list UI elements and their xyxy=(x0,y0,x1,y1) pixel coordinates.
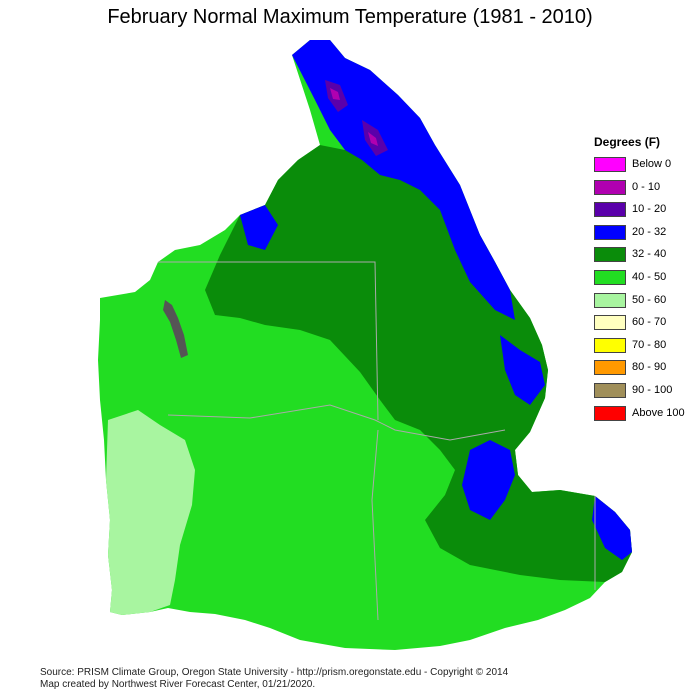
legend-label: 40 - 50 xyxy=(632,270,667,283)
legend-swatch xyxy=(594,382,626,398)
legend-swatch xyxy=(594,179,626,195)
puget-sound-water xyxy=(163,300,188,358)
legend-label: Below 0 xyxy=(632,158,672,170)
legend-item: Above 100 xyxy=(594,404,700,427)
legend-item: 90 - 100 xyxy=(594,381,700,404)
legend-swatch xyxy=(594,405,626,421)
legend-title: Degrees (F) xyxy=(594,135,661,149)
legend-label: 10 - 20 xyxy=(632,203,667,216)
source-line-1: Source: PRISM Climate Group, Oregon Stat… xyxy=(40,667,509,678)
region-32-40 xyxy=(205,145,632,582)
legend-label: 32 - 40 xyxy=(632,248,667,261)
legend-label: 80 - 90 xyxy=(632,361,667,374)
legend-item: 60 - 70 xyxy=(594,313,700,336)
region-20-32 xyxy=(500,335,545,405)
legend-item: 50 - 60 xyxy=(594,291,700,314)
legend-label: 90 - 100 xyxy=(632,383,673,396)
region-20-32 xyxy=(292,40,515,320)
legend-item: 20 - 32 xyxy=(594,223,700,246)
legend-item: 0 - 10 xyxy=(594,178,700,201)
region-20-32 xyxy=(462,440,515,520)
region-0-10 xyxy=(368,132,378,146)
state-boundary xyxy=(371,429,379,621)
legend-label: 70 - 80 xyxy=(632,338,667,351)
state-boundary xyxy=(158,261,379,421)
legend-item: Below 0 xyxy=(594,155,700,178)
region-50-60 xyxy=(106,410,195,615)
legend-swatch xyxy=(594,337,626,353)
legend-swatch xyxy=(594,269,626,285)
region-20-32 xyxy=(240,205,278,250)
region-0-10 xyxy=(330,88,340,100)
legend-swatch xyxy=(594,315,626,331)
legend-item: 70 - 80 xyxy=(594,336,700,359)
legend-label: 0 - 10 xyxy=(632,180,661,193)
state-boundary xyxy=(167,404,506,441)
legend-items: Below 0 0 - 10 10 - 20 20 - 32 32 - 40 40 - 5… xyxy=(594,155,700,426)
legend-label: Above 100 xyxy=(632,406,685,419)
legend-item: 32 - 40 xyxy=(594,245,700,268)
legend-swatch xyxy=(594,224,626,240)
legend-label: 60 - 70 xyxy=(632,316,667,329)
legend-swatch xyxy=(594,247,626,263)
legend-swatch xyxy=(594,292,626,308)
legend: Degrees (F) Below 0 0 - 10 10 - 20 20 - 32 3… xyxy=(594,135,700,426)
source-credit: Source: PRISM Climate Group, Oregon Stat… xyxy=(40,667,508,691)
legend-swatch xyxy=(594,157,626,172)
map-title: February Normal Maximum Temperature (198… xyxy=(107,6,593,28)
region-20-32 xyxy=(592,496,632,560)
legend-label: 50 - 60 xyxy=(632,293,667,306)
region-20-32 xyxy=(376,95,395,130)
legend-item: 40 - 50 xyxy=(594,268,700,291)
source-line-2: Map created by Northwest River Forecast … xyxy=(40,679,316,690)
legend-label: 20 - 32 xyxy=(632,225,667,238)
legend-item: 10 - 20 xyxy=(594,200,700,223)
legend-item: 80 - 90 xyxy=(594,358,700,381)
legend-swatch xyxy=(594,202,626,218)
legend-swatch xyxy=(594,360,626,376)
